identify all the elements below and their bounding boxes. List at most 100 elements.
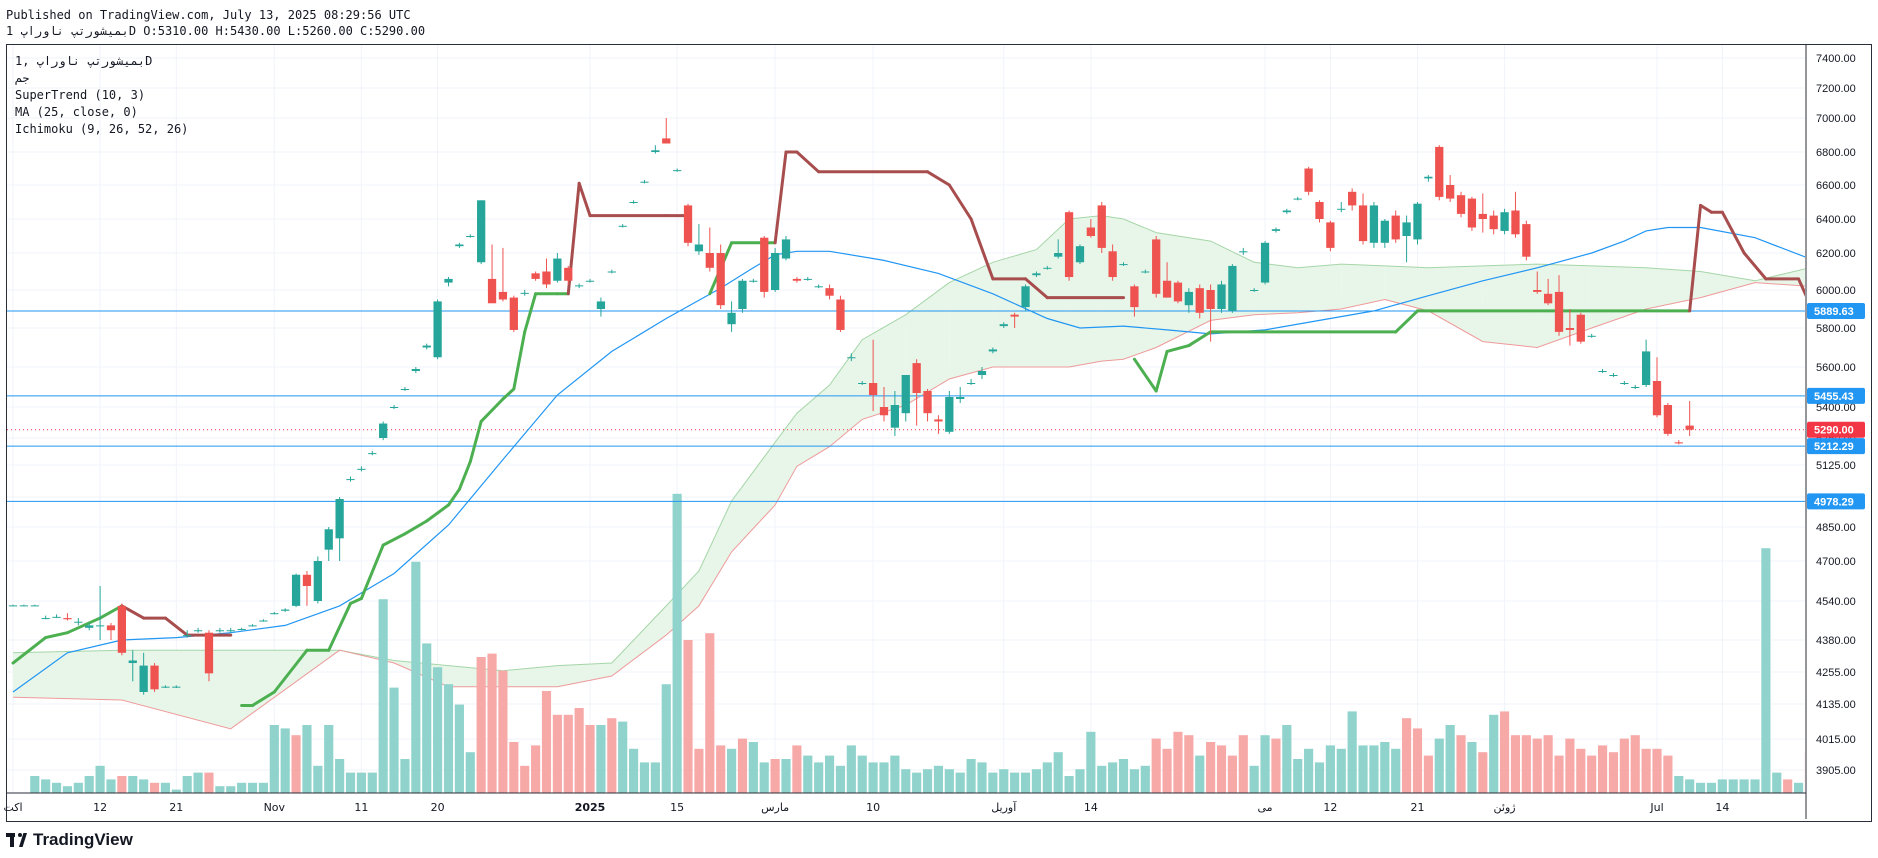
candle-body	[575, 285, 584, 287]
candle-body	[1435, 146, 1444, 197]
candle-body	[814, 286, 823, 288]
x-tick-label: 20	[431, 801, 445, 814]
supertrend-segment	[425, 503, 450, 523]
candle-body	[1326, 222, 1335, 248]
volume-bar	[1652, 748, 1662, 793]
volume-bar	[1793, 782, 1804, 793]
candle-body	[193, 630, 203, 632]
candle-body	[1620, 383, 1629, 384]
candle-body	[1554, 291, 1564, 332]
volume-bar	[378, 599, 388, 793]
candle-body	[433, 301, 442, 358]
candle-body	[30, 605, 39, 607]
candle-body	[95, 625, 105, 627]
candle-body	[912, 363, 921, 393]
candle-body	[128, 660, 137, 664]
candle-body	[738, 280, 747, 309]
volume-bar	[803, 755, 813, 793]
y-tick-label: 4380.00	[1816, 635, 1856, 647]
volume-bar	[51, 782, 62, 793]
volume-bar	[814, 762, 824, 793]
supertrend-segment	[1154, 349, 1169, 393]
candle-body	[934, 419, 943, 422]
y-tick-label: 7000.00	[1816, 113, 1856, 125]
y-tick-label: 4015.00	[1816, 734, 1856, 746]
candle-body	[1282, 210, 1291, 213]
volume-bar	[1402, 718, 1412, 793]
supertrend-segment	[795, 150, 821, 174]
ichimoku-cloud	[557, 663, 612, 687]
candle-body	[1543, 293, 1553, 304]
ichimoku-cloud	[666, 571, 699, 636]
candle-body	[498, 291, 508, 300]
candle-body	[41, 618, 50, 620]
legend-ichimoku[interactable]: Ichimoku (9, 26, 52, 26)	[15, 122, 189, 136]
volume-bar	[988, 772, 998, 793]
supertrend-segment	[1797, 277, 1805, 297]
volume-bar	[280, 728, 290, 793]
volume-bar	[367, 772, 377, 793]
candle-body	[531, 273, 540, 279]
supertrend-segment	[523, 292, 538, 334]
ichimoku-cloud	[1428, 265, 1483, 342]
y-tick-label: 6600.00	[1816, 180, 1856, 192]
volume-bar	[966, 759, 976, 793]
candle-body	[1609, 375, 1618, 376]
volume-bar	[345, 772, 356, 793]
volume-bar	[226, 786, 236, 793]
x-tick-label: 14	[1715, 801, 1729, 814]
legend-ma[interactable]: MA (25, close, 0)	[15, 105, 138, 119]
candle-body	[1337, 208, 1346, 210]
volume-bar	[661, 684, 671, 793]
volume-bar	[977, 762, 987, 793]
candle-body	[1228, 265, 1237, 311]
volume-bar	[193, 772, 203, 793]
candle-body	[1021, 286, 1030, 308]
candle-body	[8, 605, 18, 607]
candle-body	[803, 278, 812, 280]
y-tick-label: 4540.00	[1816, 596, 1856, 608]
candle-body	[1402, 222, 1411, 236]
y-tick-label: 6000.00	[1816, 285, 1856, 297]
ichimoku-span-b	[12, 282, 1805, 730]
volume-bar	[313, 765, 323, 793]
candle-body	[281, 609, 290, 611]
supertrend-segment	[65, 616, 102, 635]
candle-body	[1456, 195, 1466, 214]
volume-bar	[868, 762, 878, 793]
candle-body	[956, 397, 965, 399]
supertrend-segment	[381, 532, 407, 547]
volume-bar	[1674, 776, 1684, 793]
volume-bar	[1423, 755, 1433, 793]
x-tick-label: 14	[1084, 801, 1098, 814]
candle-body	[1511, 210, 1520, 235]
candle-body	[770, 253, 780, 290]
supertrend-segment	[251, 690, 276, 707]
volume-bar	[1314, 762, 1325, 793]
candle-body	[389, 407, 399, 408]
ma-line	[12, 226, 1805, 693]
legend-supertrend[interactable]: SuperTrend (10, 3)	[15, 88, 146, 102]
y-tick-label: 4700.00	[1816, 556, 1856, 568]
chart-frame[interactable]	[6, 44, 1872, 822]
supertrend-segment	[468, 419, 483, 464]
volume-bar	[879, 762, 889, 793]
ichimoku-cloud	[731, 442, 776, 552]
tradingview-logo[interactable]: TradingView	[6, 830, 133, 850]
volume-bar	[41, 779, 51, 793]
candle-body	[672, 170, 682, 172]
volume-bar	[694, 748, 704, 793]
ichimoku-cloud	[1384, 265, 1429, 311]
volume-bar	[258, 782, 268, 793]
ichimoku-cloud	[1156, 232, 1211, 348]
volume-bar	[433, 667, 443, 793]
candle-body	[618, 225, 627, 227]
hline-price-label: 5455.43	[1814, 391, 1854, 403]
volume-bar	[1129, 769, 1139, 793]
ichimoku-cloud	[1341, 264, 1385, 309]
candle-body	[749, 280, 758, 282]
volume-bar	[1260, 735, 1270, 793]
supertrend-segment	[773, 150, 788, 245]
candlestick-chart[interactable]: 7400.00 7200.00 7000.00 6800.00 6600.00 6400.…	[0, 0, 1878, 830]
candle-body	[1478, 213, 1487, 219]
